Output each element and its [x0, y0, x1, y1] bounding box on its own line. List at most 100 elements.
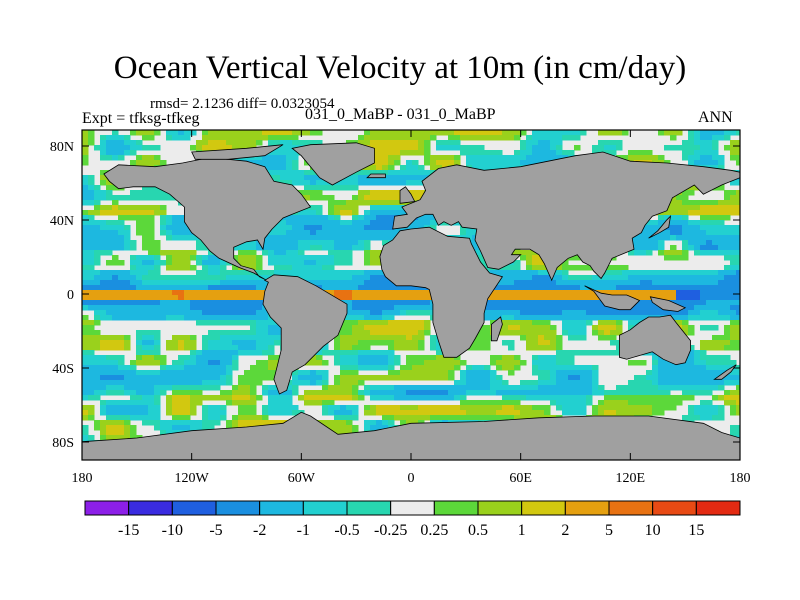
field-cell — [148, 215, 155, 221]
field-cell — [736, 245, 740, 251]
field-cell — [352, 240, 359, 246]
field-cell — [256, 255, 263, 261]
field-cell — [694, 290, 701, 296]
field-cell — [274, 335, 281, 341]
field-cell — [412, 295, 419, 301]
field-cell — [250, 130, 257, 136]
field-cell — [82, 255, 89, 261]
field-cell — [694, 235, 701, 241]
field-cell — [352, 325, 359, 331]
field-cell — [598, 285, 605, 291]
field-cell — [694, 250, 701, 256]
field-cell — [712, 335, 719, 341]
field-cell — [550, 330, 557, 336]
field-cell — [346, 370, 353, 376]
field-cell — [310, 370, 317, 376]
field-cell — [526, 255, 533, 261]
field-cell — [730, 230, 737, 236]
field-cell — [652, 235, 659, 241]
field-cell — [724, 230, 731, 236]
field-cell — [526, 275, 533, 281]
field-cell — [706, 360, 713, 366]
field-cell — [166, 250, 173, 256]
field-cell — [688, 140, 695, 146]
field-cell — [412, 310, 419, 316]
field-cell — [190, 250, 197, 256]
field-cell — [676, 270, 683, 276]
field-cell — [706, 235, 713, 241]
field-cell — [118, 345, 125, 351]
field-cell — [640, 310, 647, 316]
field-cell — [406, 135, 413, 141]
field-cell — [244, 305, 251, 311]
field-cell — [322, 405, 329, 411]
field-cell — [184, 300, 191, 306]
field-cell — [358, 230, 365, 236]
field-cell — [340, 205, 347, 211]
field-cell — [706, 285, 713, 291]
field-cell — [232, 245, 239, 251]
field-cell — [82, 380, 89, 386]
field-cell — [346, 280, 353, 286]
field-cell — [334, 240, 341, 246]
field-cell — [136, 345, 143, 351]
field-cell — [724, 290, 731, 296]
field-cell — [706, 205, 713, 211]
field-cell — [628, 275, 635, 281]
field-cell — [244, 145, 251, 151]
field-cell — [256, 245, 263, 251]
field-cell — [394, 370, 401, 376]
field-cell — [274, 225, 281, 231]
field-cell — [616, 390, 623, 396]
field-cell — [250, 240, 257, 246]
field-cell — [364, 315, 371, 321]
field-cell — [532, 285, 539, 291]
field-cell — [292, 135, 299, 141]
field-cell — [256, 130, 263, 136]
field-cell — [388, 365, 395, 371]
field-cell — [82, 250, 89, 256]
field-cell — [130, 150, 137, 156]
field-cell — [322, 280, 329, 286]
field-cell — [100, 275, 107, 281]
field-cell — [520, 140, 527, 146]
field-cell — [562, 305, 569, 311]
field-cell — [358, 180, 365, 186]
field-cell — [220, 360, 227, 366]
field-cell — [136, 225, 143, 231]
field-cell — [700, 350, 707, 356]
field-cell — [568, 330, 575, 336]
field-cell — [604, 145, 611, 151]
field-cell — [514, 295, 521, 301]
field-cell — [322, 225, 329, 231]
field-cell — [574, 305, 581, 311]
field-cell — [658, 220, 665, 226]
field-cell — [160, 215, 167, 221]
field-cell — [568, 295, 575, 301]
field-cell — [124, 150, 131, 156]
field-cell — [418, 130, 425, 136]
field-cell — [520, 405, 527, 411]
field-cell — [292, 380, 299, 386]
field-cell — [94, 225, 101, 231]
field-cell — [676, 300, 683, 306]
field-cell — [172, 405, 179, 411]
field-cell — [118, 240, 125, 246]
field-cell — [304, 270, 311, 276]
field-cell — [88, 345, 95, 351]
field-cell — [148, 310, 155, 316]
field-cell — [160, 355, 167, 361]
field-cell — [190, 255, 197, 261]
field-cell — [670, 135, 677, 141]
field-cell — [694, 365, 701, 371]
field-cell — [676, 320, 683, 326]
field-cell — [298, 220, 305, 226]
field-cell — [178, 375, 185, 381]
field-cell — [256, 350, 263, 356]
field-cell — [394, 205, 401, 211]
field-cell — [664, 275, 671, 281]
field-cell — [160, 300, 167, 306]
field-cell — [736, 255, 740, 261]
field-cell — [166, 285, 173, 291]
field-cell — [670, 375, 677, 381]
